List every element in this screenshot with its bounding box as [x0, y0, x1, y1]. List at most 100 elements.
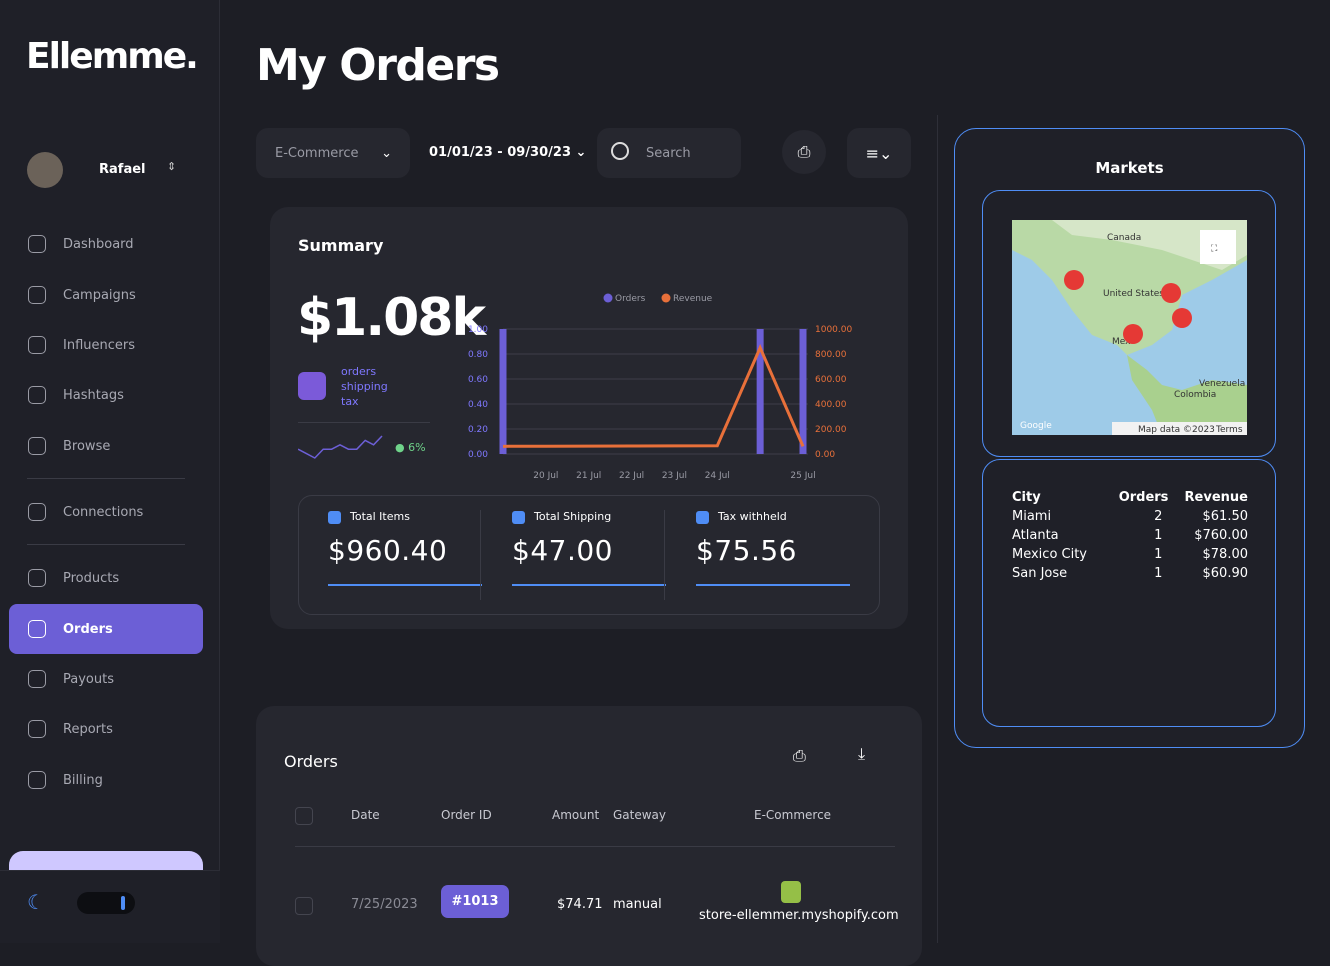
- page-title: My Orders: [256, 40, 500, 91]
- table-cell: Miami: [1012, 509, 1052, 524]
- change-value: 6%: [408, 441, 426, 454]
- table-cell: Mexico City: [1012, 547, 1088, 562]
- column-header: Revenue: [1184, 490, 1248, 505]
- y-tick-label: 0.00: [468, 450, 488, 460]
- stat-label: Total Shipping: [534, 510, 612, 523]
- row-checkbox[interactable]: [295, 897, 313, 915]
- divider: [298, 422, 430, 423]
- nav-item[interactable]: Hashtags: [9, 370, 203, 420]
- print-button[interactable]: ⎙: [782, 130, 826, 174]
- nav-label: Browse: [63, 438, 111, 454]
- user-name[interactable]: Rafael: [99, 162, 146, 177]
- y-tick-label: 0.40: [468, 400, 488, 410]
- nav-item[interactable]: Campaigns: [9, 270, 203, 320]
- column-header: Gateway: [613, 808, 667, 822]
- stat-icon: [512, 511, 525, 524]
- order-amount: $74.71: [557, 897, 603, 912]
- column-header: E-Commerce: [754, 808, 832, 822]
- orders-download[interactable]: ⤓: [858, 744, 866, 763]
- search-box[interactable]: Search: [597, 128, 741, 178]
- map-label: United States: [1103, 289, 1164, 299]
- nav-label: Dashboard: [63, 236, 134, 252]
- markets-title: Markets: [1095, 159, 1164, 177]
- nav-icon: [28, 336, 46, 354]
- nav-item[interactable]: Dashboard: [9, 219, 203, 269]
- summary-chart: 0.00 0.20 0.40 0.60 0.80 1.00 0.00 200.00 400.00…: [468, 293, 852, 481]
- legend-label: Revenue: [673, 294, 713, 304]
- nav-item[interactable]: Reports: [9, 704, 203, 754]
- table-row: Mexico City 1 $78.00: [1012, 545, 1248, 564]
- breakdown-item: orders: [341, 365, 377, 378]
- divider: [27, 478, 185, 479]
- table-header: City Orders Revenue: [1012, 488, 1248, 507]
- nav-icon: [28, 437, 46, 455]
- stat-underline: [696, 584, 850, 586]
- bar: [799, 329, 807, 454]
- stat-value: $75.56: [696, 534, 797, 567]
- user-toggle[interactable]: ⇕: [167, 160, 177, 173]
- nav-item[interactable]: Influencers: [9, 320, 203, 370]
- nav-item[interactable]: Browse: [9, 421, 203, 471]
- column-header: Order ID: [441, 808, 492, 822]
- store-icon: [781, 881, 801, 903]
- table-cell: 2: [1154, 509, 1163, 524]
- stats-box: [298, 495, 880, 615]
- select-label: E-Commerce: [275, 145, 359, 161]
- nav-item[interactable]: Orders: [9, 604, 203, 654]
- divider: [937, 115, 938, 943]
- map-footer[interactable]: Terms: [1215, 425, 1243, 435]
- bar: [499, 329, 507, 454]
- order-id[interactable]: #1013: [441, 885, 509, 918]
- nav-item[interactable]: Connections: [9, 487, 203, 537]
- ecommerce-select[interactable]: E-Commerce ⌄: [256, 128, 410, 178]
- sidebar: Ellemme. Rafael ⇕ Dashboard Campaigns Infl…: [0, 0, 220, 943]
- y-tick-label: 0.80: [468, 350, 488, 360]
- nav-icon: [28, 386, 46, 404]
- select-all[interactable]: [295, 807, 313, 825]
- table-row: Miami 2 $61.50: [1012, 507, 1248, 526]
- svg-text:⛶: ⛶: [1210, 243, 1218, 254]
- nav-item[interactable]: Payouts: [9, 654, 203, 704]
- divider: [664, 510, 665, 600]
- order-store: store-ellemmer.myshopify.com: [699, 908, 899, 923]
- map-label: Colombia: [1174, 390, 1216, 400]
- divider: [295, 846, 895, 847]
- table-cell: $60.90: [1202, 566, 1249, 581]
- date-label: 01/01/23 - 09/30/23: [429, 145, 571, 160]
- nav-item[interactable]: Products: [9, 553, 203, 603]
- column-header: Date: [351, 808, 380, 822]
- divider: [480, 510, 481, 600]
- breakdown-item: tax: [341, 395, 359, 408]
- change: ● 6%: [395, 441, 426, 454]
- nav-label: Hashtags: [63, 387, 124, 403]
- nav-label: Connections: [63, 504, 144, 520]
- y2-tick-label: 0.00: [815, 450, 835, 460]
- nav-label: Billing: [63, 772, 103, 788]
- nav-icon: [28, 503, 46, 521]
- stat-icon: [696, 511, 709, 524]
- nav-label: Orders: [63, 621, 113, 637]
- stat-underline: [512, 584, 666, 586]
- map-card: [982, 190, 1276, 457]
- y2-tick-label: 1000.00: [815, 325, 852, 335]
- sort-button[interactable]: ≡⌄: [847, 128, 911, 178]
- theme-icon[interactable]: ☾: [27, 890, 45, 914]
- orders-card: [256, 706, 922, 966]
- date-range[interactable]: 01/01/23 - 09/30/23 ⌄: [429, 145, 587, 160]
- orders-print[interactable]: ⎙: [793, 746, 806, 765]
- nav-item[interactable]: Billing: [9, 755, 203, 805]
- nav-label: Payouts: [63, 671, 114, 687]
- table-row: Atlanta 1 $760.00: [1012, 526, 1248, 545]
- nav-icon: [28, 771, 46, 789]
- theme-toggle[interactable]: [77, 892, 135, 914]
- markets-table: City Orders Revenue Miami 2 $61.50 Atlanta 1 $76…: [1012, 488, 1248, 583]
- nav-label: Campaigns: [63, 287, 136, 303]
- table-cell: 1: [1154, 547, 1163, 562]
- nav-icon: [28, 235, 46, 253]
- brand: Ellemme.: [26, 36, 199, 77]
- x-tick-label: 24 Jul: [705, 471, 730, 481]
- map-label: Venezuela: [1199, 379, 1245, 389]
- stat-icon: [328, 511, 341, 524]
- orders-title: Orders: [284, 752, 338, 771]
- y2-tick-label: 600.00: [815, 375, 847, 385]
